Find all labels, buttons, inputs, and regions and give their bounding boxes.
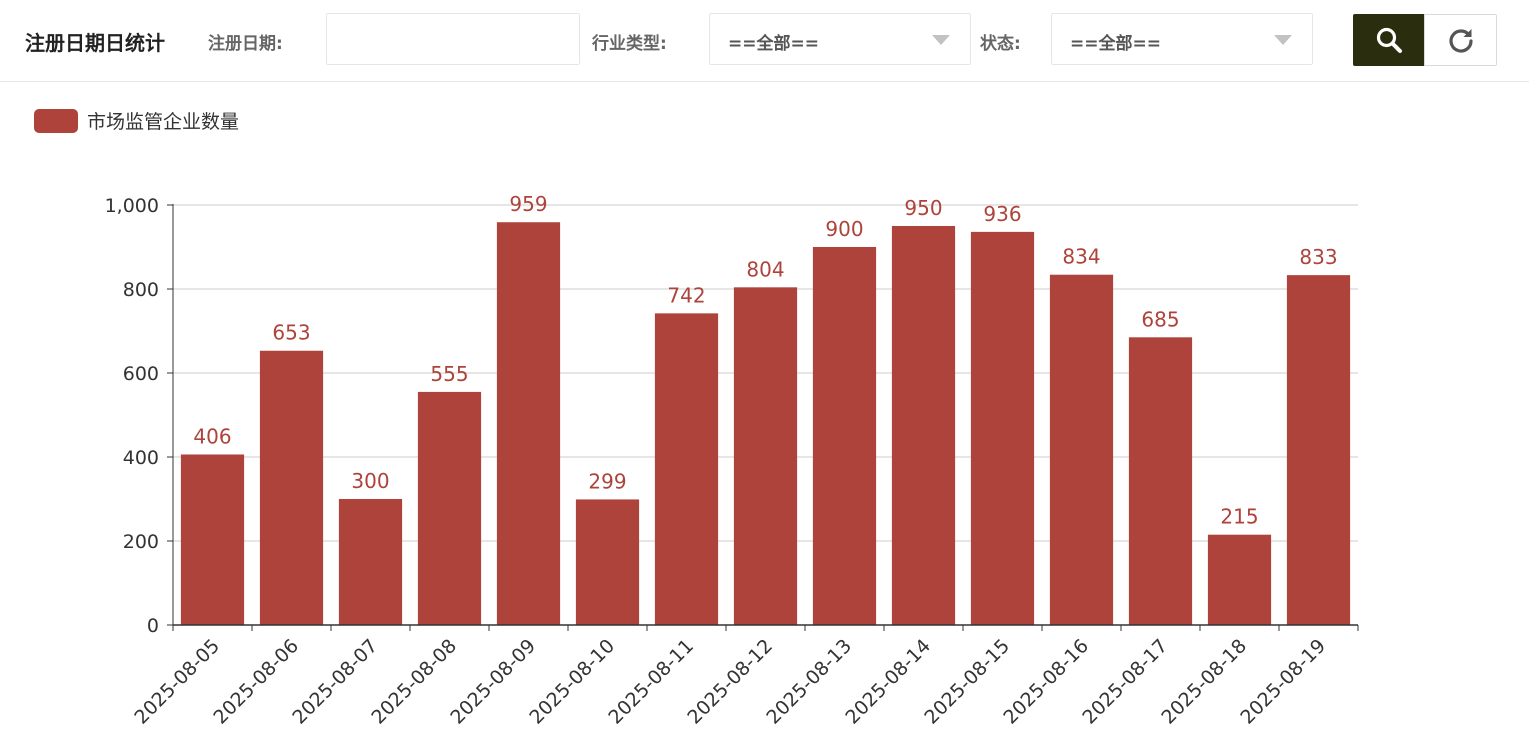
filter-toolbar: 注册日期日统计 注册日期: 行业类型: ==全部== 状态: ==全部== [0,0,1529,82]
bar-chart: 0 200 400 600 800 1,000 406 653 300 555 959 299 742 8… [105,192,1359,729]
refresh-icon [1448,29,1473,53]
legend-label: 市场监管企业数量 [87,111,240,133]
industry-select-value: ==全部== [728,34,819,54]
bar-value-label: 950 [904,196,942,220]
date-label: 注册日期: [208,34,283,54]
bar [733,287,798,625]
bar-value-label: 742 [667,283,705,307]
x-tick-label: 2025-08-19 [1236,635,1330,729]
bar-value-label: 685 [1141,307,1179,331]
bar-value-label: 833 [1299,245,1337,269]
bar [259,350,324,625]
y-tick-label: 200 [123,531,159,553]
bar-value-label: 834 [1062,245,1100,269]
bar-value-label: 299 [588,469,626,493]
bar [891,226,956,625]
status-select-value: ==全部== [1070,34,1161,54]
date-input[interactable] [326,13,580,65]
bar-value-label: 555 [430,362,468,386]
search-icon [1376,27,1402,53]
bar [1049,274,1114,625]
bar [970,231,1035,625]
bar [654,313,719,625]
industry-select[interactable]: ==全部== [709,13,971,65]
bar [338,499,403,625]
bar [1128,337,1193,625]
bar-value-label: 804 [746,257,784,281]
bar [496,222,561,625]
refresh-button[interactable] [1424,14,1497,66]
y-tick-label: 1,000 [105,195,159,217]
search-button[interactable] [1353,14,1425,66]
bar-value-label: 406 [193,424,231,448]
status-select[interactable]: ==全部== [1051,13,1313,65]
bar-value-label: 959 [509,192,547,216]
bar-value-label: 900 [825,217,863,241]
bar-value-label: 653 [272,321,310,345]
bar [180,454,245,625]
y-tick-label: 0 [147,615,159,637]
bar [417,391,482,625]
bar [1286,275,1351,625]
caret-down-icon [932,35,950,45]
bar [575,499,640,625]
bar [812,247,877,625]
page-title: 注册日期日统计 [25,31,165,55]
legend-swatch [34,109,78,133]
bar-value-label: 300 [351,469,389,493]
bar-value-label: 215 [1220,505,1258,529]
y-tick-label: 800 [123,279,159,301]
y-tick-label: 600 [123,363,159,385]
y-tick-label: 400 [123,447,159,469]
status-label: 状态: [980,34,1021,54]
bar [1207,534,1272,625]
caret-down-icon [1274,35,1292,45]
bar-value-label: 936 [983,202,1021,226]
industry-label: 行业类型: [592,34,667,54]
